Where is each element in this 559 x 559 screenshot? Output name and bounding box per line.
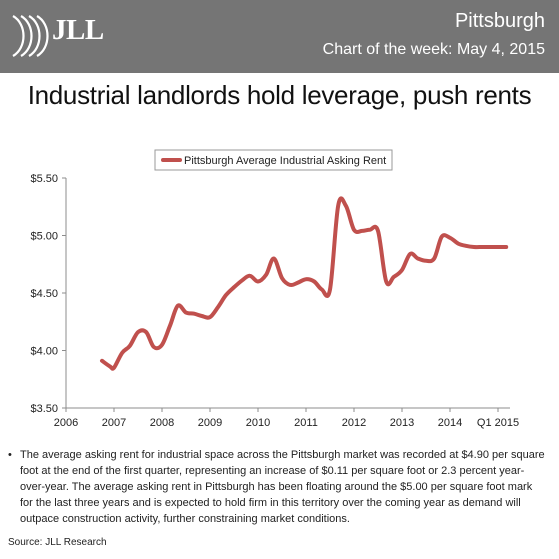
x-tick-label: 2013 (390, 417, 414, 429)
x-tick-label: 2007 (102, 417, 126, 429)
series-line (100, 196, 509, 371)
city-name: Pittsburgh (454, 10, 545, 32)
x-tick-label: 2008 (150, 417, 174, 429)
y-axis-ticks: $3.50 $4.00 $4.50 $5.00 $5.50 (30, 173, 66, 415)
page-headline: Industrial landlords hold leverage, push… (27, 80, 532, 110)
x-tick-label: 2006 (54, 417, 78, 429)
x-tick-label: 2012 (342, 417, 366, 429)
header-banner: JLL Pittsburgh Chart of the week: May 4,… (0, 0, 559, 73)
note-item: The average asking rent for industrial s… (8, 447, 546, 527)
source-note: Source: JLL Research (8, 537, 107, 548)
x-tick-label: 2014 (438, 417, 462, 429)
y-tick-label: $4.50 (30, 288, 58, 300)
x-tick-label: 2009 (198, 417, 222, 429)
y-tick-label: $5.00 (30, 231, 58, 243)
x-tick-label: 2010 (246, 417, 270, 429)
brand-wordmark: JLL (52, 14, 104, 46)
y-tick-label: $4.00 (30, 346, 58, 358)
notes-list: The average asking rent for industrial s… (8, 447, 546, 527)
legend-label: Pittsburgh Average Industrial Asking Ren… (184, 155, 386, 167)
y-tick-label: $3.50 (30, 403, 58, 415)
rent-line-chart: $3.50$4.00$4.50$5.00$5.50 2006 2007 2008 20… (30, 149, 519, 429)
series-lines (100, 196, 509, 371)
chart-of-week-date: Chart of the week: May 4, 2015 (322, 41, 545, 58)
x-axis-ticks: 2006 2007 2008 2009 2010 2011 2012 2013 2014 Q1 2… (54, 408, 519, 429)
x-tick-label: Q1 2015 (477, 417, 519, 429)
jll-logo-icon (12, 15, 49, 57)
chart-axes (65, 178, 510, 409)
legend-box (154, 149, 393, 171)
chart-legend: Pittsburgh Average Industrial Asking Ren… (154, 149, 393, 171)
x-tick-label: 2011 (294, 417, 318, 429)
y-tick-label: $5.50 (30, 173, 58, 185)
